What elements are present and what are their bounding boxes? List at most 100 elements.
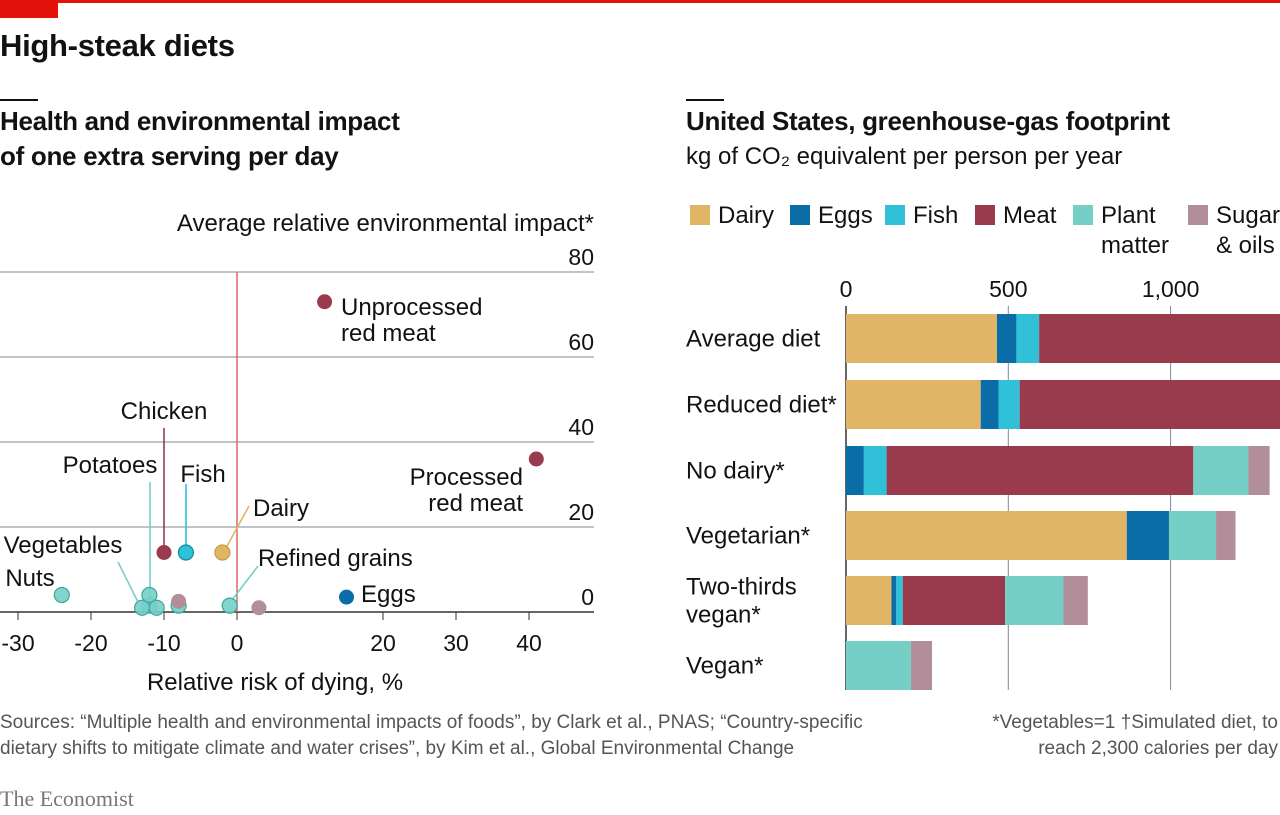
scatter-point-chicken: [156, 545, 172, 560]
bar-xtick-label-0: 0: [840, 276, 853, 302]
bar-average-diet-meat: [1039, 314, 1280, 363]
scatter-label-unprocessed-red-meat-line-2: red meat: [341, 320, 436, 347]
scatter-xtick-label-30: -30: [1, 630, 34, 656]
scatter-label-processed-red-meat-line-1: Processed: [410, 464, 523, 491]
legend-label-eggs: Eggs: [818, 202, 873, 229]
bar-xtick-label-500: 500: [989, 276, 1027, 302]
legend-item-sugars-oils: Sugars& oils: [1188, 201, 1280, 261]
scatter-xtick-label-30: 30: [443, 630, 469, 656]
scatter-leader-refined-grains: [231, 565, 259, 601]
sources-line-1: Sources: “Multiple health and environmen…: [0, 712, 863, 733]
scatter-xtick-label-0: 0: [231, 630, 244, 656]
bar-category-label-no-dairy-line-1: No dairy*: [686, 458, 785, 485]
scatter-point-eggs: [339, 589, 354, 605]
scatter-label-processed-red-meat-line-2: red meat: [428, 490, 523, 517]
bar-no-dairy-eggs: [846, 446, 864, 495]
legend-item-eggs: Eggs: [790, 201, 873, 231]
bar-no-dairy-fish: [863, 446, 887, 495]
bar-category-label-vegetarian-line-1: Vegetarian*: [686, 523, 810, 550]
bar-reduced-diet-fish: [998, 380, 1020, 429]
bar-category-label-vegan-line-1: Vegan*: [686, 653, 763, 680]
scatter-point-refined-grains: [221, 597, 238, 614]
brand-wordmark: The Economist: [0, 786, 134, 811]
brand-red-tab: [0, 0, 58, 18]
scatter-label-vegetables-line-1: Vegetables: [4, 532, 123, 559]
scatter-label-unprocessed-red-meat-line-1: Unprocessed: [341, 294, 482, 321]
footnote: *Vegetables=1 †Simulated diet, to reach …: [992, 710, 1278, 762]
right-unit-label: kg of CO₂ equivalent per person per year: [686, 143, 1123, 170]
bar-no-dairy-sugars-oils: [1248, 446, 1270, 495]
scatter-point-13: [171, 593, 187, 609]
bar-category-label-two-thirds-vegan-line-2: vegan*: [686, 602, 761, 629]
legend-item-meat: Meat: [975, 201, 1056, 231]
legend-swatch-meat: [975, 205, 995, 225]
scatter-label-eggs-line-1: Eggs: [361, 581, 416, 608]
bar-average-diet-dairy: [846, 314, 997, 363]
scatter-ylabel: Average relative environmental impact*: [177, 210, 594, 237]
scatter-label-refined-grains-line-1: Refined grains: [258, 545, 413, 572]
right-subtitle: United States, greenhouse-gas footprint: [686, 106, 1170, 136]
scatter-xtick-label-20: -20: [74, 630, 107, 656]
bar-average-diet-eggs: [996, 314, 1017, 363]
scatter-point-14: [251, 600, 267, 616]
bar-vegan-sugars-oils: [910, 641, 933, 690]
legend-label-dairy: Dairy: [718, 202, 775, 229]
scatter-point-nuts: [53, 586, 70, 604]
footnote-line-1: *Vegetables=1 †Simulated diet, to: [992, 712, 1278, 733]
bar-average-diet-fish: [1016, 314, 1040, 363]
scatter-xlabel: Relative risk of dying, %: [147, 669, 403, 696]
scatter-point-processed-red-meat: [528, 451, 544, 467]
bar-two-thirds-vegan-eggs: [891, 576, 897, 625]
sources-note: Sources: “Multiple health and environmen…: [0, 710, 863, 762]
bar-category-label-two-thirds-vegan-line-1: Two-thirds: [686, 574, 797, 601]
scatter-label-fish-line-1: Fish: [180, 461, 225, 488]
legend-swatch-fish: [885, 205, 905, 225]
bar-vegetarian-dairy: [846, 511, 1127, 560]
sources-line-2: dietary shifts to mitigate climate and w…: [0, 738, 795, 759]
scatter-label-dairy-line-1: Dairy: [253, 495, 309, 522]
top-red-rule: [0, 0, 1280, 3]
footnote-line-2: reach 2,300 calories per day: [1038, 738, 1278, 759]
legend-label-plant-matter: Plant matter: [1101, 202, 1170, 259]
bar-reduced-diet-meat: [1019, 380, 1280, 429]
bar-reduced-diet-eggs: [980, 380, 999, 429]
bar-vegan-plant-matter: [846, 641, 911, 690]
scatter-ytick-label-0: 0: [581, 584, 594, 610]
bar-two-thirds-vegan-meat: [902, 576, 1006, 625]
bar-no-dairy-plant-matter: [1193, 446, 1249, 495]
bar-two-thirds-vegan-sugars-oils: [1063, 576, 1088, 625]
scatter-xtick-label-20: 20: [370, 630, 396, 656]
scatter-ytick-label-20: 20: [568, 499, 594, 525]
legend-swatch-dairy: [690, 205, 710, 225]
bar-vegetarian-plant-matter: [1168, 511, 1217, 560]
legend-label-fish: Fish: [913, 202, 959, 229]
bar-two-thirds-vegan-fish: [896, 576, 903, 625]
scatter-point-11: [148, 599, 165, 616]
scatter-ytick-label-80: 80: [568, 244, 594, 270]
scatter-point-unprocessed-red-meat: [317, 294, 333, 310]
legend-item-fish: Fish: [885, 201, 958, 231]
scatter-xtick-label-10: -10: [147, 630, 180, 656]
left-subtitle: Health and environmental impact of one e…: [0, 106, 400, 171]
bar-two-thirds-vegan-dairy: [846, 576, 892, 625]
scatter-label-potatoes-line-1: Potatoes: [63, 452, 158, 479]
scatter-leader-vegetables: [117, 561, 139, 603]
scatter-leader-dairy: [225, 505, 250, 549]
bar-vegetarian-sugars-oils: [1216, 511, 1236, 560]
page-title: High-steak diets: [0, 28, 235, 63]
legend-label-sugars-oils: Sugars& oils: [1216, 202, 1280, 259]
bar-xtick-label-1000: 1,000: [1142, 276, 1200, 302]
bar-reduced-diet-dairy: [846, 380, 981, 429]
scatter-point-10: [141, 586, 158, 604]
scatter-ytick-label-60: 60: [568, 329, 594, 355]
legend-swatch-eggs: [790, 205, 810, 225]
legend-item-plant-matter: Plant matter: [1073, 201, 1169, 261]
scatter-xtick-label-40: 40: [516, 630, 542, 656]
legend-swatch-sugars-oils: [1188, 205, 1208, 225]
right-subtitle-rule: [686, 99, 724, 101]
left-subtitle-rule: [0, 99, 38, 101]
scatter-ytick-label-40: 40: [568, 414, 594, 440]
bar-category-label-average-diet-line-1: Average diet: [686, 326, 821, 353]
scatter-point-fish: [177, 544, 194, 561]
